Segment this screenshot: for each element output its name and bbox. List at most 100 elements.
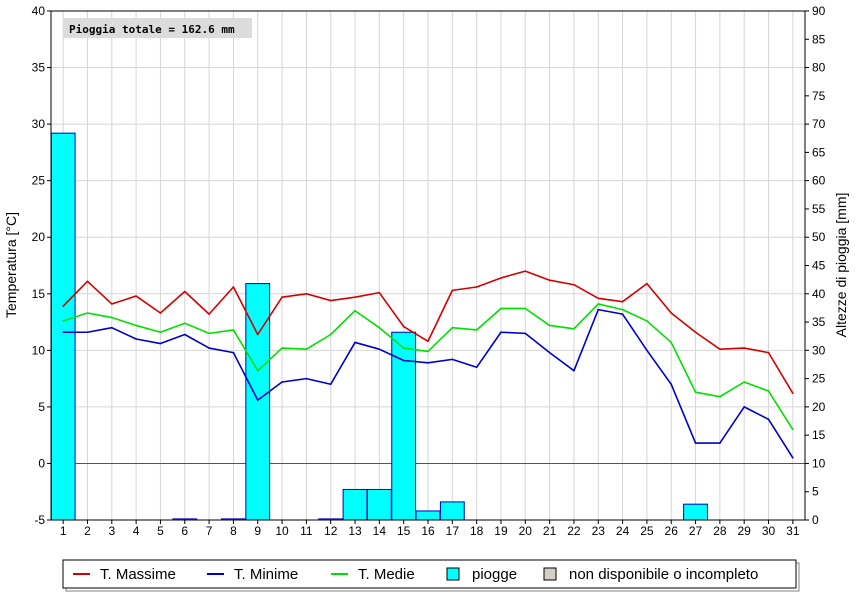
series-point <box>743 347 745 349</box>
legend: T. Massime T. Minime T. Medie piogge non dis… <box>62 559 800 592</box>
rain-bar <box>683 503 708 521</box>
series-point <box>402 325 405 328</box>
x-tick-label: 17 <box>446 524 460 538</box>
legend-label: T. Massime <box>100 566 176 583</box>
series-point <box>354 296 356 298</box>
x-tick-label: 9 <box>254 524 261 538</box>
y-tick-label-left: 0 <box>38 456 45 470</box>
series-point <box>111 326 113 329</box>
series-point <box>573 283 575 286</box>
x-tick-label: 5 <box>157 524 164 538</box>
series-point <box>548 279 551 282</box>
x-tick-label: 18 <box>470 524 484 538</box>
y-tick-label-right: 5 <box>812 485 819 499</box>
series-point <box>670 383 673 386</box>
x-tick-label: 2 <box>84 524 91 538</box>
y-tick-label-left: 30 <box>32 117 46 131</box>
series-point <box>792 428 794 431</box>
legend-label: T. Minime <box>234 566 298 583</box>
series-point <box>573 328 575 330</box>
series-point <box>646 320 648 322</box>
series-point <box>402 347 405 349</box>
y-tick-label-left: -5 <box>34 513 45 527</box>
series-point <box>719 395 721 398</box>
x-tick-label: 21 <box>543 524 557 538</box>
series-point <box>111 316 113 319</box>
x-tick-label: 11 <box>300 524 313 538</box>
series-point <box>86 331 89 334</box>
series-point <box>548 351 551 354</box>
series-point <box>646 282 648 285</box>
x-tick-label: 24 <box>616 524 630 538</box>
series-point <box>475 329 478 331</box>
y-tick-label-left: 5 <box>38 400 45 414</box>
total-rain-text: Pioggia totale = 162.6 mm <box>69 23 235 36</box>
series-point <box>208 313 210 315</box>
x-tick-label: 13 <box>348 524 362 538</box>
series-point <box>183 322 186 324</box>
series-point <box>451 358 454 361</box>
x-tick-label: 4 <box>133 524 140 538</box>
x-tick-label: 31 <box>786 524 800 538</box>
series-point <box>208 332 210 335</box>
series-point <box>232 286 235 288</box>
y-tick-label-left: 25 <box>32 174 46 188</box>
x-tick-label: 25 <box>640 524 654 538</box>
series-point <box>621 313 624 315</box>
series-point <box>232 351 235 354</box>
series-point <box>159 312 162 314</box>
x-tick-label: 28 <box>713 524 727 538</box>
y-axis-left-label: Temperatura [°C] <box>3 212 19 318</box>
rain-bar <box>415 510 441 521</box>
rain-bar <box>366 488 392 521</box>
series-point <box>256 333 259 336</box>
series-point <box>378 348 381 351</box>
legend-label: piogge <box>472 566 517 583</box>
series-point <box>524 307 527 310</box>
x-tick-label: 16 <box>421 524 435 538</box>
x-tick-label: 8 <box>230 524 237 538</box>
series-point <box>767 351 770 354</box>
x-tick-label: 20 <box>519 524 533 538</box>
series-point <box>500 277 502 279</box>
y-tick-label-right: 75 <box>812 89 826 103</box>
series-point <box>451 326 454 329</box>
y-tick-label-right: 70 <box>812 117 826 131</box>
x-tick-label: 15 <box>397 524 411 538</box>
series-point <box>305 292 308 295</box>
y-tick-label-right: 80 <box>812 61 826 75</box>
series-point <box>694 442 697 444</box>
series-point <box>378 326 381 329</box>
rain-bar <box>50 132 76 521</box>
legend-box-swatch <box>543 567 557 581</box>
series-point <box>329 299 332 302</box>
series-point <box>694 331 697 334</box>
y-tick-label-left: 35 <box>32 61 46 75</box>
y-tick-label-left: 15 <box>32 287 46 301</box>
y-tick-label-right: 55 <box>812 202 826 216</box>
y-tick-label-right: 45 <box>812 259 826 273</box>
series-point <box>792 456 794 459</box>
x-tick-label: 7 <box>206 524 213 538</box>
series-point <box>767 390 770 392</box>
series-point <box>329 383 332 386</box>
x-tick-label: 22 <box>567 524 581 538</box>
series-point <box>597 303 600 305</box>
legend-box <box>62 559 797 589</box>
y-tick-label-right: 90 <box>812 4 826 18</box>
series-point <box>475 286 478 288</box>
rain-bar <box>439 501 465 521</box>
series-point <box>792 392 794 395</box>
legend-label: non disponibile o incompleto <box>569 566 758 583</box>
series-point <box>159 342 162 345</box>
series-point <box>281 381 283 383</box>
y-tick-label-right: 65 <box>812 145 826 159</box>
y-tick-label-left: 10 <box>32 343 46 357</box>
series-point <box>548 324 551 327</box>
series-point <box>646 349 648 352</box>
series-point <box>159 331 162 334</box>
series-point <box>62 331 64 334</box>
y-tick-label-left: 20 <box>32 230 46 244</box>
series-point <box>719 442 721 444</box>
